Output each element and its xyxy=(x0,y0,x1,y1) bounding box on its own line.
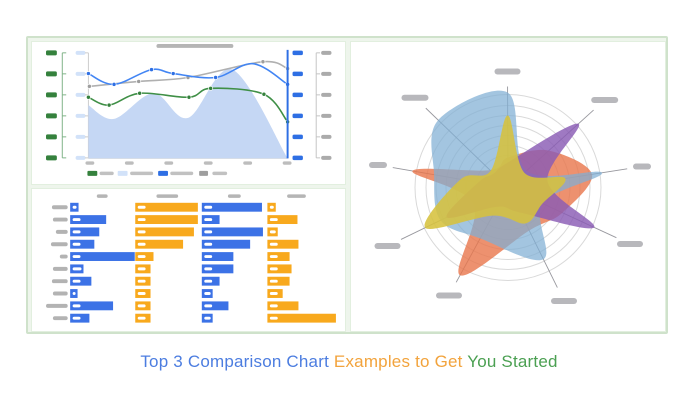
green-line-series xyxy=(85,85,291,125)
chart-title-placeholder xyxy=(156,43,234,48)
radar-axis-labels xyxy=(369,68,651,304)
area-series xyxy=(88,69,288,159)
grouped-bar-chart xyxy=(46,194,336,323)
bar-rows xyxy=(46,202,336,323)
bar-row xyxy=(59,252,290,261)
line-area-chart xyxy=(46,43,332,176)
right-axis-labels xyxy=(292,50,303,161)
line-chart-panel xyxy=(31,41,346,185)
bar-row xyxy=(55,227,278,237)
yellow-blob xyxy=(424,115,566,229)
x-axis-labels xyxy=(85,161,292,165)
bar-row xyxy=(50,239,299,249)
page-title: Top 3 Comparison Chart Examples to Get Y… xyxy=(0,352,698,372)
legend xyxy=(87,170,228,176)
plot-left-axis xyxy=(84,52,89,159)
bar-row xyxy=(52,313,336,323)
blue-line-series xyxy=(85,62,291,87)
bar-row xyxy=(52,215,298,225)
column-headers xyxy=(96,194,306,198)
bar-row xyxy=(51,202,276,212)
bar-row xyxy=(52,289,283,298)
title-part-blue: Top 3 Comparison Chart xyxy=(140,352,334,371)
right-gray-axis xyxy=(315,52,321,159)
title-part-green: You Started xyxy=(467,352,558,371)
radar-chart xyxy=(369,68,651,304)
charts-board xyxy=(26,36,668,334)
left-secondary-axis-labels xyxy=(75,50,86,160)
title-part-orange: Examples to Get xyxy=(333,352,468,371)
radar-chart-panel xyxy=(350,41,666,332)
left-axis-labels xyxy=(46,50,57,161)
bar-row xyxy=(51,276,290,286)
bar-chart-panel xyxy=(31,188,346,332)
bar-row xyxy=(52,264,292,274)
left-green-axis xyxy=(61,52,67,159)
right-secondary-axis-labels xyxy=(321,50,332,160)
bar-row xyxy=(46,301,299,311)
